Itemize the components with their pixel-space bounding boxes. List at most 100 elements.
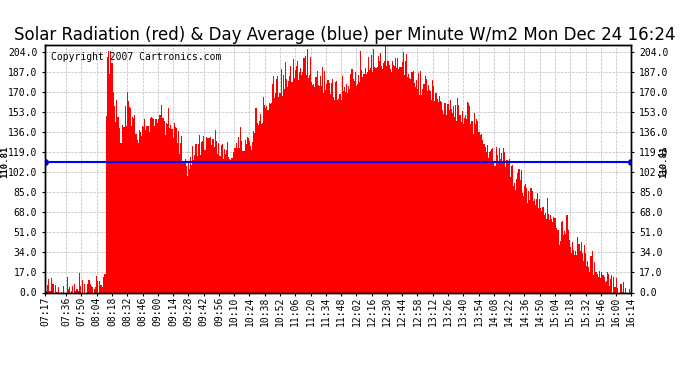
Bar — [114, 106, 115, 292]
Bar — [351, 69, 353, 292]
Bar — [130, 108, 131, 292]
Bar — [228, 157, 229, 292]
Bar — [276, 79, 277, 292]
Bar — [463, 124, 464, 292]
Bar — [514, 183, 515, 292]
Bar — [499, 148, 500, 292]
Bar — [157, 123, 158, 292]
Bar — [586, 266, 587, 292]
Bar — [71, 291, 72, 292]
Bar — [287, 87, 288, 292]
Bar — [115, 122, 116, 292]
Bar — [302, 72, 304, 292]
Bar — [116, 100, 117, 292]
Bar — [595, 272, 596, 292]
Bar — [609, 285, 610, 292]
Bar — [344, 87, 345, 292]
Bar — [567, 230, 569, 292]
Bar — [299, 72, 300, 292]
Bar — [152, 118, 153, 292]
Bar — [558, 230, 559, 292]
Bar — [240, 127, 241, 292]
Bar — [233, 152, 234, 292]
Bar — [415, 87, 416, 292]
Bar — [509, 159, 510, 292]
Bar — [79, 273, 80, 292]
Bar — [208, 138, 210, 292]
Bar — [493, 162, 495, 292]
Bar — [281, 69, 282, 292]
Bar — [573, 249, 574, 292]
Bar — [300, 68, 302, 292]
Bar — [589, 272, 591, 292]
Bar — [510, 177, 511, 292]
Bar — [230, 160, 231, 292]
Bar — [306, 75, 307, 292]
Bar — [58, 287, 59, 292]
Bar — [408, 74, 409, 292]
Bar — [231, 158, 233, 292]
Bar — [251, 150, 252, 292]
Bar — [570, 248, 571, 292]
Bar — [107, 57, 108, 292]
Bar — [97, 281, 98, 292]
Bar — [124, 106, 126, 292]
Bar — [540, 208, 542, 292]
Bar — [505, 167, 506, 292]
Bar — [206, 136, 208, 292]
Bar — [417, 89, 418, 292]
Bar — [139, 130, 140, 292]
Bar — [552, 222, 553, 292]
Bar — [217, 154, 218, 292]
Text: 110.81: 110.81 — [1, 146, 10, 178]
Bar — [440, 101, 441, 292]
Bar — [108, 51, 109, 292]
Bar — [168, 108, 169, 292]
Bar — [304, 56, 306, 292]
Bar — [197, 144, 199, 292]
Bar — [444, 103, 445, 292]
Bar — [465, 114, 466, 292]
Bar — [418, 73, 419, 292]
Bar — [382, 69, 383, 292]
Bar — [379, 62, 380, 292]
Bar — [611, 275, 612, 292]
Bar — [571, 253, 572, 292]
Bar — [261, 123, 262, 292]
Bar — [333, 97, 334, 292]
Bar — [522, 193, 523, 292]
Bar — [334, 100, 335, 292]
Bar — [202, 141, 203, 292]
Bar — [106, 116, 107, 292]
Bar — [174, 123, 175, 292]
Bar — [285, 62, 286, 292]
Bar — [482, 140, 484, 292]
Bar — [372, 72, 373, 292]
Bar — [549, 220, 550, 292]
Bar — [343, 91, 344, 292]
Bar — [235, 148, 236, 292]
Bar — [226, 150, 227, 292]
Bar — [242, 150, 244, 292]
Bar — [177, 143, 178, 292]
Bar — [55, 285, 56, 292]
Bar — [154, 126, 155, 292]
Bar — [257, 125, 259, 292]
Bar — [480, 135, 482, 292]
Bar — [246, 144, 247, 292]
Bar — [357, 84, 358, 292]
Bar — [122, 125, 124, 292]
Bar — [439, 96, 440, 292]
Bar — [526, 188, 527, 292]
Bar — [180, 143, 181, 292]
Bar — [317, 85, 319, 292]
Bar — [241, 141, 242, 292]
Bar — [131, 126, 132, 292]
Bar — [47, 285, 48, 292]
Text: 110.81: 110.81 — [659, 146, 668, 178]
Bar — [163, 118, 164, 292]
Bar — [353, 79, 354, 292]
Bar — [490, 151, 491, 292]
Bar — [320, 76, 321, 292]
Bar — [495, 147, 497, 292]
